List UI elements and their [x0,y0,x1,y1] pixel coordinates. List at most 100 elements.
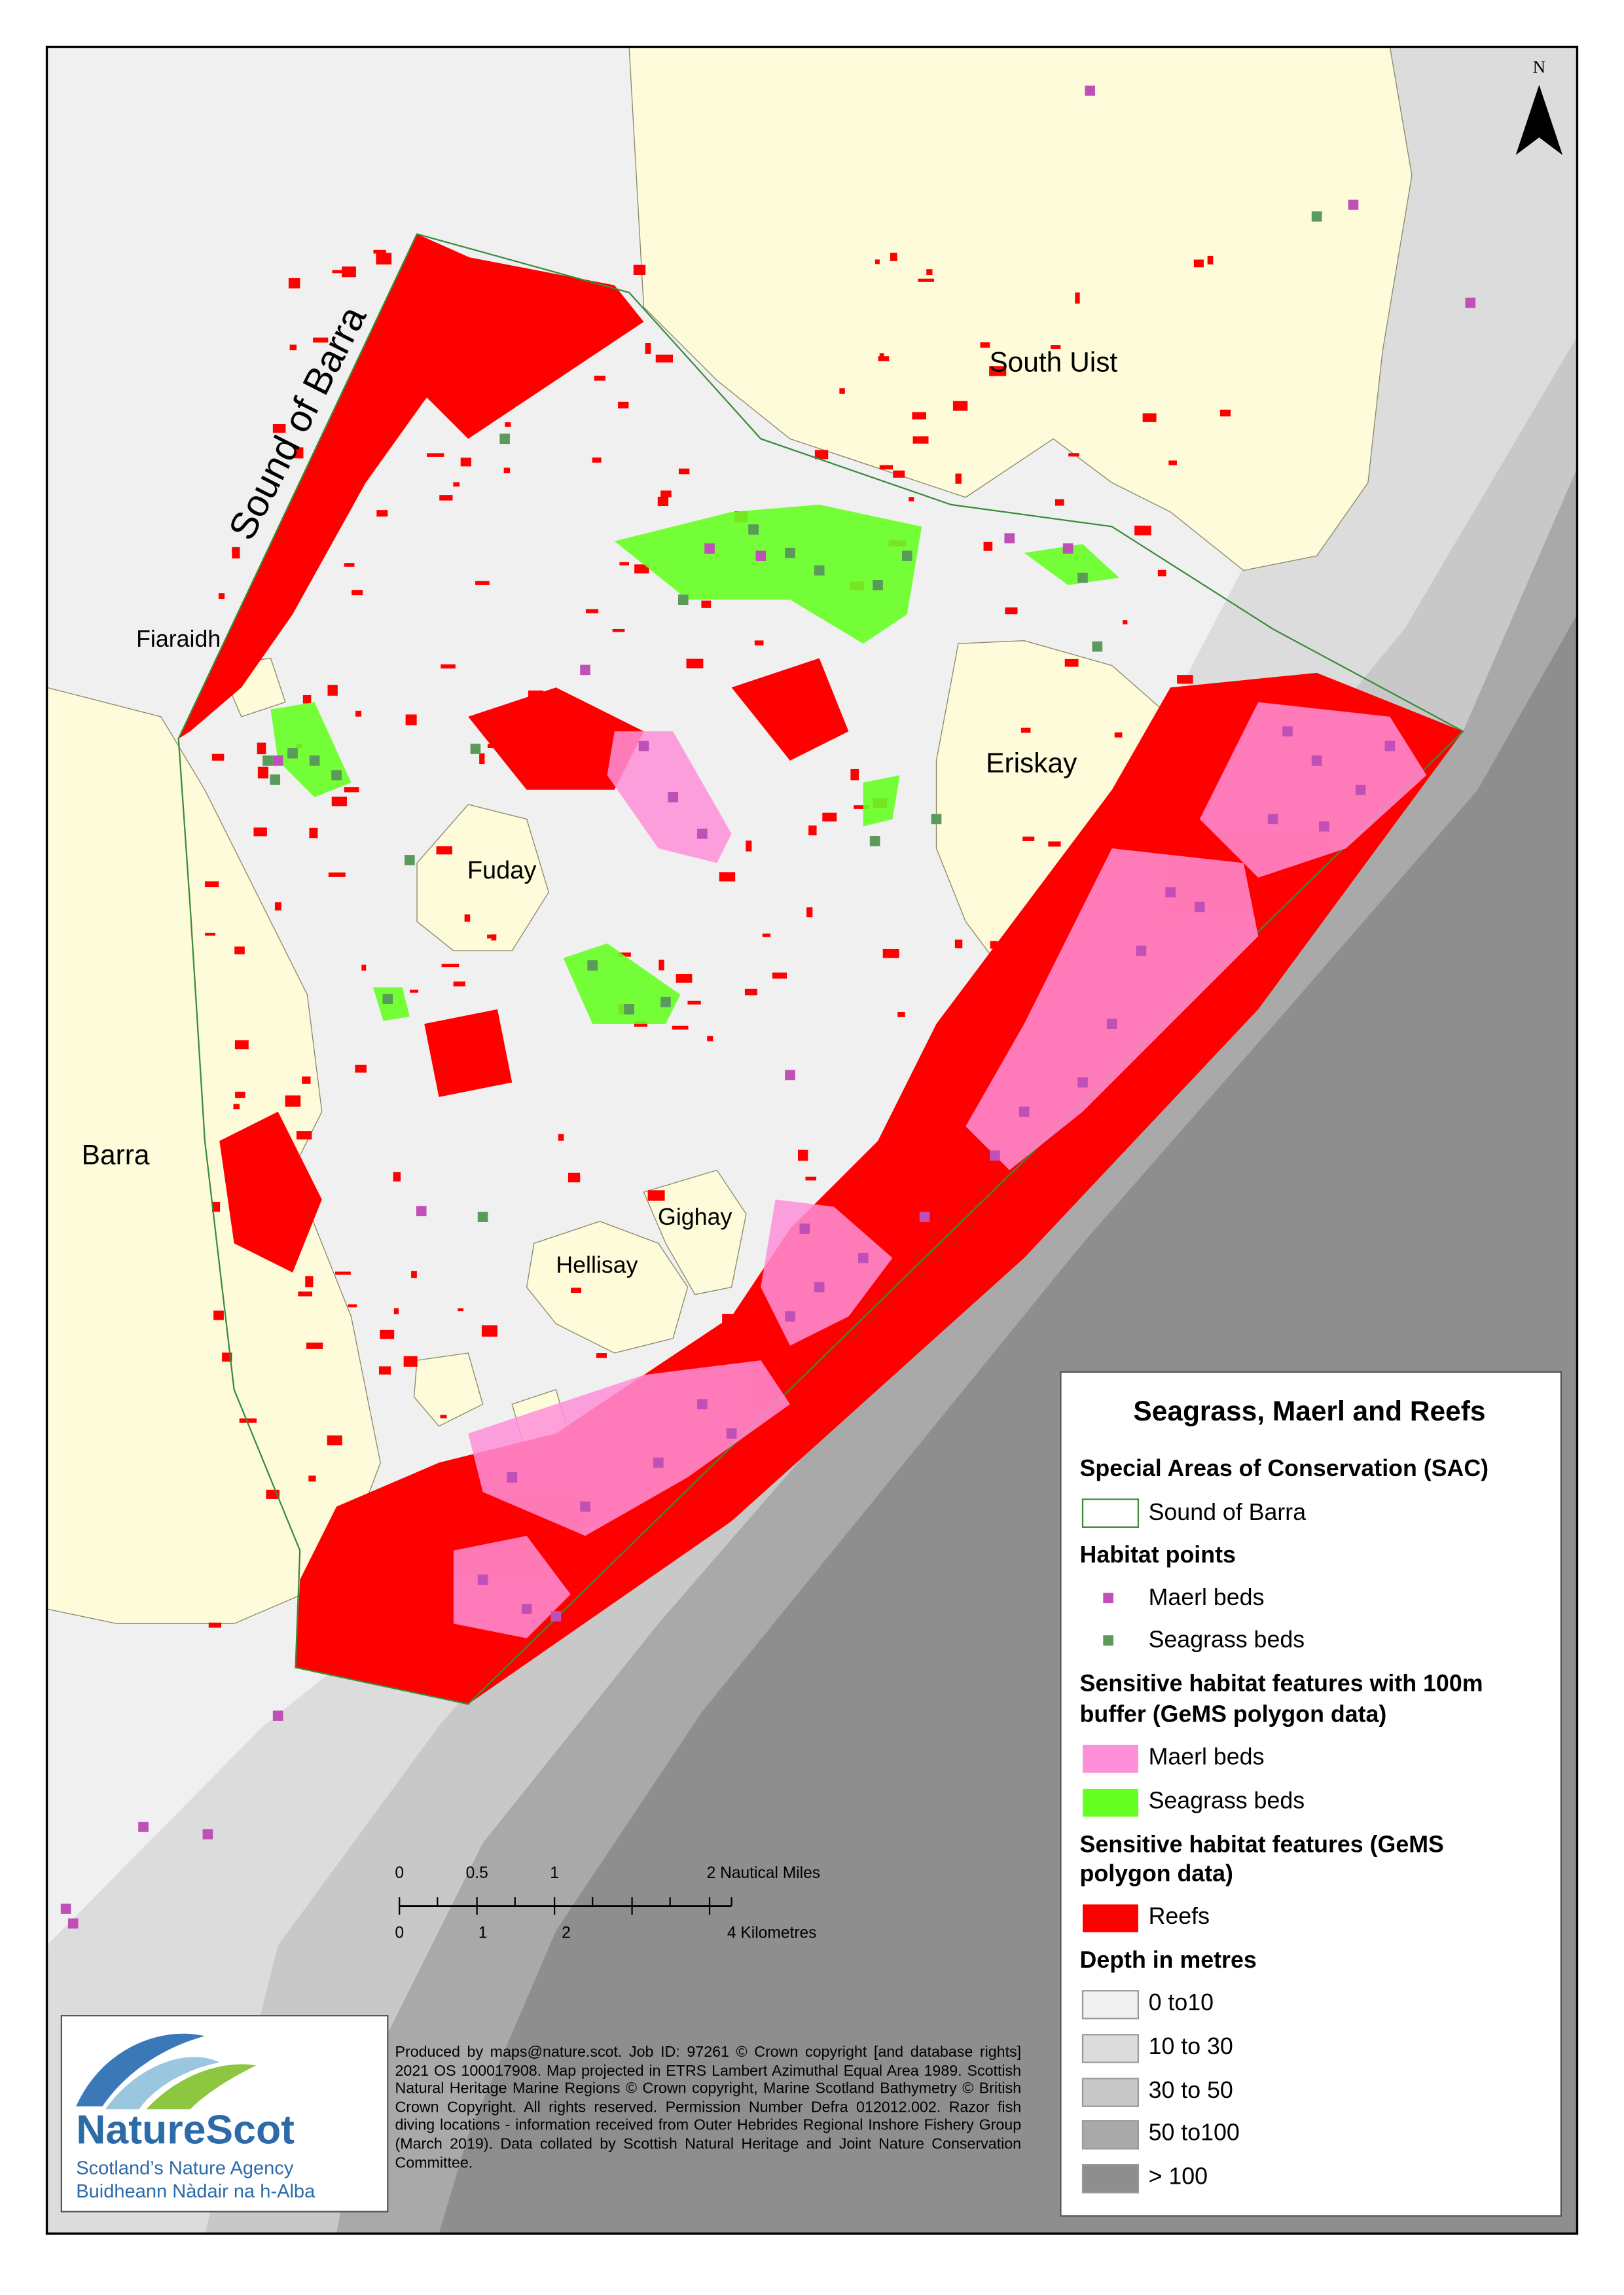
maerl-point [1355,784,1366,795]
legend-label: Seagrass beds [1149,1787,1305,1813]
seagrass-point [901,551,912,561]
logo-name: NatureScot [76,2107,295,2153]
reef-fragment [660,490,672,497]
reef-fragment [1005,607,1018,615]
reef-fragment [293,544,300,554]
reef-fragment [1157,569,1166,577]
reef-fragment [1134,526,1151,535]
legend-label: Seagrass beds [1149,1627,1305,1653]
place-label: South Uist [989,347,1117,378]
logo-tagline: Scotland’s Nature Agency [76,2158,294,2179]
scale-label: 2 [562,1925,571,1942]
logo-leaf [105,2057,220,2110]
reef-fragment [1075,292,1080,304]
reef-fragment [476,329,491,336]
reef-fragment [272,424,286,433]
reef-fragment [205,932,216,936]
reef-fragment [239,1418,257,1423]
reef-fragment [449,1490,460,1496]
reef-fragment [257,742,266,755]
reef-fragment [596,1577,611,1584]
seagrass-buffers [270,504,1119,1024]
maerl-point [697,828,708,839]
maerl-buffer [453,1536,571,1638]
reef-fragment [487,934,496,939]
reef-fragment [211,1201,221,1212]
reef-fragment [327,685,338,696]
reef-fragment [436,846,452,855]
reef-fragment [955,473,962,484]
legend-heading: Habitat points [1080,1542,1236,1568]
maerl-point [550,1611,562,1621]
reef-fragment [376,253,392,265]
reef-fragment [479,753,485,765]
scale-ticks [399,1897,732,1915]
legend-swatch [1103,1593,1113,1604]
legend-box [1060,1371,1562,2217]
seagrass-point [477,1212,488,1222]
maerl-point [1062,543,1074,554]
reef-fragment [655,354,674,363]
reef-fragment [355,710,362,717]
reef-fragment [1177,675,1193,684]
reef-fragments [204,249,1238,1654]
reef-fragment [253,827,267,837]
reef-fragment [411,1271,417,1278]
maerl-point [1282,726,1293,737]
habitat-points [60,85,1476,1929]
reef-fragment [1193,259,1204,268]
reef-fragment [528,690,544,702]
seagrass-point [1311,211,1322,222]
reef-fragment [633,264,646,276]
seagrass-point [331,770,342,781]
legend-swatch [1081,1990,1140,2019]
place-label: Fuday [467,857,537,884]
reef-fragment [233,1104,240,1110]
seagrass-point [262,755,273,766]
reef-fragment [839,388,845,394]
scale-label: 4 Kilometres [727,1925,817,1942]
reef-fragment [918,278,934,282]
scale-label: 1 [478,1925,488,1942]
fuday [416,804,549,952]
scale-label: 1 [550,1864,559,1882]
reef-fragment [765,712,772,723]
reef-fragment [289,344,297,351]
reef-fragment [618,401,629,408]
reef-fragment [262,609,274,617]
reef-fragment [634,564,649,574]
legend-label: 10 to 30 [1149,2033,1233,2059]
reef-fragment [619,562,629,566]
legend-label: Sound of Barra [1149,1499,1307,1525]
maerl-point [138,1822,149,1832]
reef-fragment [506,1650,511,1654]
maerl-buffer [1199,702,1427,878]
seagrass-point [1077,572,1088,583]
reef-fragment [464,914,471,922]
seagrass-point [499,433,510,444]
reef [219,1111,322,1273]
reef-fragment [453,482,460,487]
reef-fragment [822,812,837,822]
reef-fragment [335,1271,351,1275]
reef-fragment [305,1276,314,1288]
reef-fragment [445,1523,452,1529]
reef-fragment [484,1636,496,1649]
place-label: Gighay [658,1204,732,1230]
reef-fragment [437,1043,450,1047]
seagrass-point [405,855,415,865]
reef-fragment [361,964,367,971]
reef-fragment [453,981,465,986]
legend-heading: buffer (GeMS polygon data) [1080,1701,1387,1727]
scale-label: 0 [395,1864,404,1882]
legend-heading: polygon data) [1080,1860,1233,1887]
maerl-point [1085,85,1095,96]
reef-fragment [907,1284,916,1295]
legend-heading: Special Areas of Conservation (SAC) [1080,1455,1489,1481]
hellisay [526,1221,689,1354]
reef-fragment [850,768,859,781]
logo: NatureScot Scotland’s Nature Agency Buid… [60,2015,389,2213]
logo-box [60,2015,389,2213]
maerl-point [785,1311,795,1322]
scale-label: 0 [395,1925,404,1942]
